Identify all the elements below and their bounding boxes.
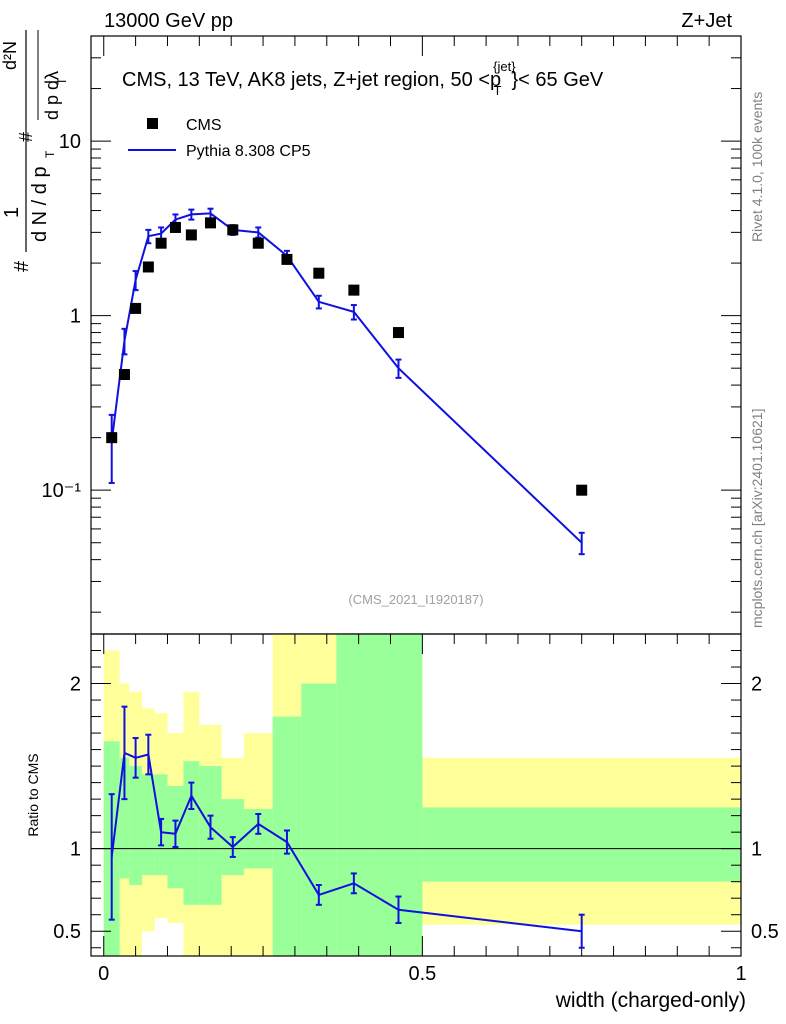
title-sup: {jet} [493,59,516,74]
ratio-ylabel: Ratio to CMS [25,753,41,836]
legend: CMS Pythia 8.308 CP5 [128,117,311,160]
ylabel-dn-dpt: d N / d p [29,166,51,242]
ratio-xtick-label: 0.5 [408,963,436,985]
x-axis-label: width (charged-only) [555,989,746,1012]
cms-point [227,224,239,236]
main-ytick-label: 10⁻¹ [42,480,82,502]
ratio-ytick-label-right: 0.5 [751,921,779,943]
cms-point [118,369,130,381]
watermark: (CMS_2021_I1920187) [348,592,483,607]
ratio-xtick-label: 1 [735,963,746,985]
ratio-plot [91,705,741,949]
ratio-band-green [119,757,130,879]
ratio-band-green [422,807,741,882]
pythia-line [110,212,583,544]
main-ylabel: # 1 d N / d p T # d²N d p dλ T [0,30,69,272]
legend-cms-label: CMS [186,117,222,134]
ylabel-hash1: # [11,260,33,272]
ylabel-sub-t1: T [43,150,57,158]
cms-point [348,284,360,296]
cms-point [142,261,154,273]
cms-point [576,484,588,496]
cms-point [392,327,404,339]
cms-point [155,237,167,249]
ylabel-hash2: # [16,132,36,142]
ratio-band-green [141,774,155,876]
main-ticks: 10 1 10⁻¹ [42,35,742,613]
ratio-ytick-label-left: 0.5 [53,921,81,943]
ratio-ytick-label-left: 1 [70,839,81,861]
legend-cms-marker [147,118,158,129]
ratio-xtick-label: 0 [98,963,109,985]
ratio-ytick-label-right: 2 [751,674,762,696]
plot-title: CMS, 13 TeV, AK8 jets, Z+jet region, 50 … [122,59,604,98]
cms-point [281,253,293,265]
ratio-bands [103,634,741,956]
ratio-band-green [183,761,200,905]
title-sub: T [494,83,502,98]
cms-point [204,217,216,229]
ratio-panel: 2 21 10.5 0.50 0.5 1 Ratio to CMS [25,633,779,985]
cms-point [169,221,181,233]
cms-point [252,237,264,249]
ylabel-dpt-dlambda: d p dλ [42,71,62,120]
cms-point [185,229,197,241]
cms-point [313,267,325,279]
title-post: }< 65 GeV [512,69,604,91]
cms-point [106,432,118,444]
ratio-ytick-label-left: 2 [70,674,81,696]
legend-pythia-label: Pythia 8.308 CP5 [186,143,311,160]
ylabel-d2n: d²N [0,41,20,70]
ylabel-one: 1 [1,207,23,218]
ratio-ticks: 2 21 10.5 0.50 0.5 1 [53,633,779,985]
mcplots-label: mcplots.cern.ch [arXiv:2401.10621] [749,409,765,628]
cms-point [130,302,142,314]
main-panel: 10 1 10⁻¹ CMS, 13 TeV, AK8 jets, Z+jet reg… [0,30,742,635]
header-right: Z+Jet [681,10,732,32]
ratio-band-green [336,634,372,956]
main-ytick-label: 10 [59,131,81,153]
ylabel-sub-t2: T [55,77,69,85]
ratio-ytick-label-right: 1 [751,839,762,861]
ratio-band-green [129,766,142,885]
header-left: 13000 GeV pp [104,10,233,32]
main-plot [106,207,588,556]
title-pre: CMS, 13 TeV, AK8 jets, Z+jet region, 50 … [122,69,501,91]
ratio-frame [90,633,742,957]
main-ytick-label: 1 [70,306,81,328]
ratio-band-green [371,634,423,956]
rivet-label: Rivet 4.1.0, 100k events [749,92,765,242]
ratio-band-green [301,683,337,956]
